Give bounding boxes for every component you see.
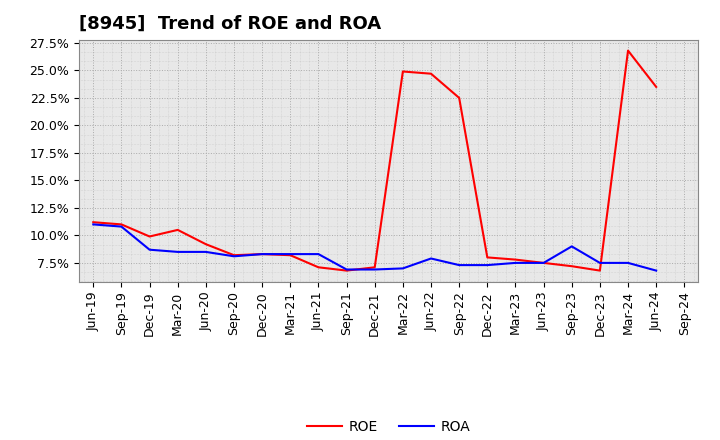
- ROE: [370, 264, 379, 270]
- ROE: [511, 257, 520, 262]
- ROE: [314, 264, 323, 270]
- ROE: [145, 234, 154, 239]
- ROE: [567, 264, 576, 269]
- ROE: [624, 48, 632, 53]
- ROE: [399, 69, 408, 74]
- ROE: [174, 227, 182, 232]
- ROA: [567, 244, 576, 249]
- ROA: [399, 266, 408, 271]
- ROE: [652, 84, 660, 90]
- ROA: [145, 247, 154, 253]
- ROE: [230, 253, 238, 258]
- ROE: [427, 71, 436, 76]
- ROA: [117, 224, 126, 229]
- ROA: [258, 251, 266, 257]
- ROE: [483, 255, 492, 260]
- ROA: [314, 251, 323, 257]
- ROE: [595, 268, 604, 273]
- ROA: [455, 262, 464, 268]
- ROA: [511, 260, 520, 265]
- ROA: [174, 249, 182, 254]
- ROA: [342, 267, 351, 272]
- Line: ROE: ROE: [94, 51, 656, 271]
- Legend: ROE, ROA: ROE, ROA: [302, 414, 476, 440]
- ROA: [89, 222, 98, 227]
- ROA: [624, 260, 632, 265]
- ROA: [483, 262, 492, 268]
- Text: [8945]  Trend of ROE and ROA: [8945] Trend of ROE and ROA: [79, 15, 382, 33]
- ROA: [202, 249, 210, 254]
- ROE: [455, 95, 464, 100]
- ROE: [117, 222, 126, 227]
- ROA: [652, 268, 660, 273]
- ROE: [286, 253, 294, 258]
- ROE: [202, 242, 210, 247]
- ROE: [258, 251, 266, 257]
- Line: ROA: ROA: [94, 224, 656, 271]
- ROA: [370, 267, 379, 272]
- ROA: [427, 256, 436, 261]
- ROA: [595, 260, 604, 265]
- ROE: [342, 268, 351, 273]
- ROA: [230, 253, 238, 259]
- ROA: [539, 260, 548, 265]
- ROE: [539, 260, 548, 265]
- ROE: [89, 220, 98, 225]
- ROA: [286, 251, 294, 257]
